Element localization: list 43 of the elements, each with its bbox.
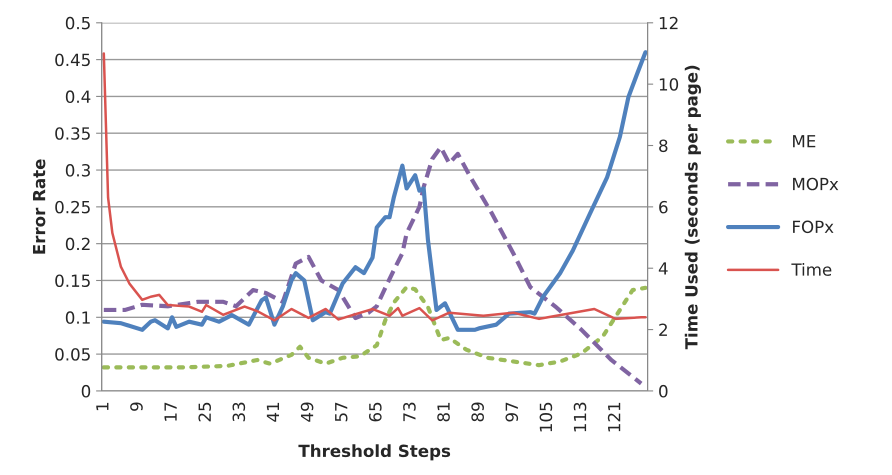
x-tick-label: 65	[369, 402, 382, 422]
y-tick-label: 0.15	[55, 274, 90, 288]
x-axis-title: Threshold Steps	[298, 444, 450, 460]
x-tick-label: 73	[403, 402, 416, 422]
y-tick-label: 0.3	[66, 164, 90, 177]
legend-label: MOPx	[793, 178, 838, 190]
y2-tick-label: 8	[659, 139, 668, 152]
y-tick-label: 0.4	[66, 90, 90, 103]
x-tick-label: 49	[300, 402, 314, 422]
x-tick-label: 9	[130, 402, 143, 411]
x-tick-label: 97	[505, 402, 518, 422]
y2-tick-label: 10	[660, 78, 678, 91]
legend-label: FOPx	[793, 220, 834, 234]
y-tick-label: 0.35	[55, 127, 90, 140]
x-tick-label: 41	[266, 402, 280, 422]
x-tick-label: 121	[608, 402, 620, 432]
y-axis-title: Error Rate	[32, 159, 46, 254]
y2-tick-label: 6	[659, 200, 668, 214]
y-tick-label: 0.1	[66, 311, 90, 324]
legend-label: ME	[793, 135, 816, 148]
y-tick-label: 0.05	[55, 348, 90, 361]
y-tick-label: 0.2	[66, 238, 90, 250]
y-tick-label: 0.45	[55, 54, 90, 66]
x-tick-label: 105	[540, 402, 552, 432]
y-tick-label: 0	[82, 384, 90, 398]
legend-label: Time	[791, 262, 832, 276]
y2-axis-title: Time Used (seconds per page)	[684, 66, 702, 350]
y2-tick-label: 12	[660, 16, 678, 30]
x-tick-label: 89	[471, 402, 484, 422]
y2-tick-label: 0	[659, 384, 668, 398]
y2-tick-label: 4	[658, 262, 668, 275]
x-tick-label: 25	[198, 402, 212, 422]
line-series	[102, 285, 648, 370]
y-tick-label: 0.25	[55, 200, 90, 214]
x-tick-label: 57	[335, 402, 348, 422]
y-tick-label: 0.5	[66, 16, 90, 30]
x-tick-label: 17	[164, 402, 177, 421]
x-tick-label: 81	[437, 402, 450, 422]
y2-tick-label: 2	[659, 324, 667, 336]
x-tick-label: 1	[96, 402, 108, 410]
x-tick-label: 113	[574, 402, 586, 432]
x-tick-label: 33	[232, 402, 246, 422]
line-series	[102, 145, 644, 386]
